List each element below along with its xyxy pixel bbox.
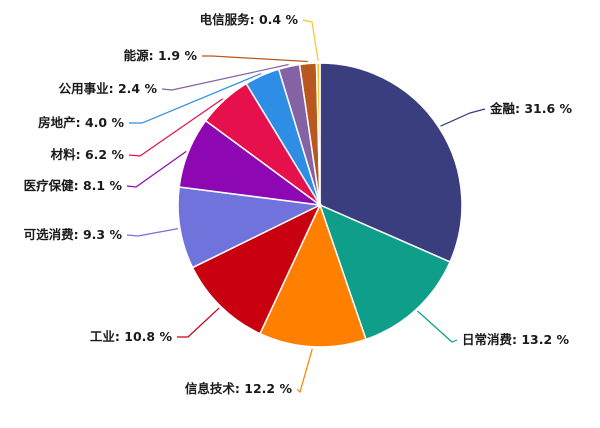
pie-slice-金融 [319,62,463,263]
leader-line-能源 [202,55,308,63]
pie-slice-日常消费 [318,203,452,341]
leader-line-医疗保健 [126,150,187,188]
leader-line-日常消费 [417,310,458,343]
pie-slice-信息技术 [259,202,367,348]
leader-line-公用事业 [161,63,289,91]
slice-label-能源: 能源: 1.9 % [124,48,198,63]
leader-line-电信服务 [302,19,319,62]
leader-line-可选消费 [126,228,179,237]
slice-label-金融: 金融: 31.6 % [489,101,573,116]
pie-slice-工业 [191,203,322,335]
slice-labels: 金融: 31.6 % 日常消费: 13.2 % 信息技术: 12.2 % 工业: 10… [24,12,573,396]
pie-slice-可选消费 [177,186,323,269]
slice-label-医疗保健: 医疗保健: 8.1 % [24,178,123,193]
leader-line-工业 [177,307,220,338]
slice-label-材料: 材料: 6.2 % [50,147,125,162]
slice-label-可选消费: 可选消费: 9.3 % [24,227,123,242]
leader-line-材料 [128,98,224,157]
slice-label-房地产: 房地产: 4.0 % [38,115,124,130]
slice-label-信息技术: 信息技术: 12.2 % [185,381,293,396]
slice-label-日常消费: 日常消费: 13.2 % [462,332,570,347]
leader-line-信息技术 [296,348,313,394]
slice-label-公用事业: 公用事业: 2.4 % [59,81,158,96]
leader-line-金融 [440,108,486,127]
slice-label-工业: 工业: 10.8 % [90,329,173,344]
pie-slice-电信服务 [315,62,321,206]
leader-lines [126,19,486,394]
slice-label-电信服务: 电信服务: 0.4 % [200,12,299,27]
leader-line-房地产 [129,72,262,124]
pie-slices [177,62,463,348]
